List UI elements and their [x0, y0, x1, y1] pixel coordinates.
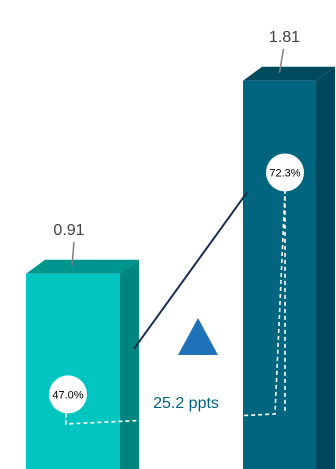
value-label-1: 0.91 [53, 222, 84, 239]
value-label-leader-2 [278, 48, 285, 73]
bar-1-top [26, 259, 139, 274]
share-marker-1 [49, 375, 87, 414]
bar-1-side [120, 259, 139, 469]
share-marker-2 [266, 153, 304, 192]
bar-2 [243, 66, 335, 469]
share-label-2: 72.3% [269, 167, 300, 179]
bar-2-side [316, 66, 335, 469]
bar-2-front [243, 80, 316, 469]
up-triangle-icon [178, 318, 218, 355]
bar-2-top [243, 66, 335, 81]
bar-1 [26, 259, 139, 469]
delta-bracket [65, 191, 286, 425]
bar-1-front [26, 273, 120, 469]
value-label-2: 1.81 [269, 29, 300, 46]
connector-line [133, 191, 248, 350]
delta-label: 25.2 ppts [153, 395, 219, 412]
share-label-1: 47.0% [52, 389, 83, 401]
value-label-leader-1 [71, 241, 75, 266]
